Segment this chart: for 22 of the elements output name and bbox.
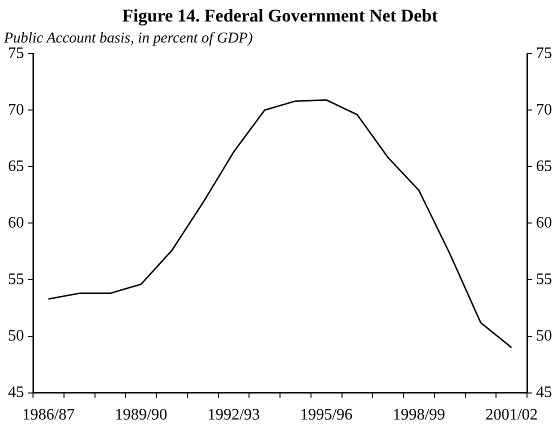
y-tick-label: 65 [8,158,24,175]
y-tick-label: 70 [8,101,24,118]
y-tick-label: 60 [8,214,24,232]
y-tick-label: 75 [8,44,24,62]
x-tick-label: 1998/99 [392,406,446,424]
x-tick-label: 1992/93 [207,406,260,424]
y2-tick-label: 45 [536,384,552,402]
x-tick-label: 1989/90 [114,406,168,424]
y2-tick-label: 50 [536,327,552,344]
y2-tick-label: 65 [536,158,552,175]
y2-tick-label: 55 [536,270,552,288]
y-tick-label: 45 [8,384,24,402]
x-tick-label: 2001/02 [485,406,538,424]
x-tick-label: 1986/87 [22,406,75,424]
y-tick-label: 55 [8,270,24,288]
y-tick-label: 50 [8,327,24,344]
y2-tick-label: 75 [536,44,552,62]
chart-subtitle: Public Account basis, in percent of GDP) [3,30,253,47]
y2-tick-label: 60 [536,214,552,232]
y2-tick-label: 70 [536,101,552,118]
chart-title: Figure 14. Federal Government Net Debt [122,5,438,26]
x-tick-label: 1995/96 [300,406,353,424]
